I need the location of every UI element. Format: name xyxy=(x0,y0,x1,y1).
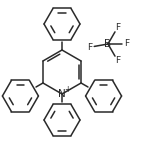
Text: F: F xyxy=(115,56,120,65)
Text: +: + xyxy=(64,85,70,93)
Text: B: B xyxy=(104,39,112,49)
Text: N: N xyxy=(58,89,66,99)
Text: F: F xyxy=(125,40,130,48)
Text: F: F xyxy=(87,43,92,52)
Text: F: F xyxy=(115,23,120,32)
